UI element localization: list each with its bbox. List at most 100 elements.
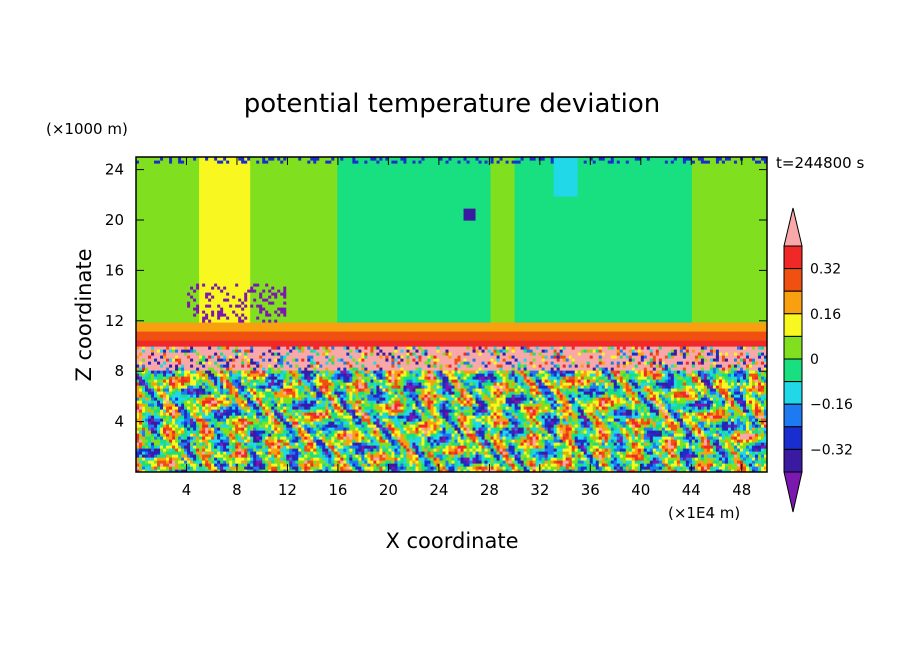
field-cell [388, 460, 393, 464]
field-cell [685, 454, 690, 458]
field-cell [538, 457, 543, 461]
field-cell [697, 463, 702, 467]
field-cell [580, 457, 585, 461]
field-cell [355, 460, 359, 464]
field-cell [295, 448, 299, 452]
field-cell [373, 469, 377, 472]
field-cell [331, 448, 335, 452]
field-cell [193, 469, 197, 472]
field-cell [628, 448, 633, 452]
field-cell [253, 466, 257, 470]
field-cell [409, 454, 414, 458]
field-cell [661, 457, 666, 461]
field-cell [712, 457, 717, 461]
field-cell [514, 448, 519, 452]
field-cell [706, 460, 711, 464]
field-cell [580, 460, 585, 464]
field-cell [526, 469, 531, 472]
field-cell [331, 463, 335, 467]
field-cell [475, 469, 480, 472]
field-cell [163, 463, 167, 467]
field-cell [199, 469, 203, 472]
field-cell [574, 448, 579, 452]
field-cell [310, 448, 314, 452]
field-cell [220, 445, 224, 449]
field-cell [319, 448, 323, 452]
field-cell [715, 463, 720, 467]
field-cell [727, 469, 732, 472]
field-cell [145, 448, 149, 452]
field-cell [592, 463, 597, 467]
field-cell [598, 463, 603, 467]
field-cell [598, 469, 603, 472]
field-cell [595, 469, 600, 472]
field-cell [655, 463, 660, 467]
field-cell [454, 469, 459, 472]
field-cell [604, 454, 609, 458]
field-cell [712, 466, 717, 470]
field-cell [532, 460, 537, 464]
field-cell [592, 454, 597, 458]
field-cell [166, 454, 170, 458]
field-cell [289, 454, 293, 458]
field-cell [157, 463, 161, 467]
field-cell [370, 454, 374, 458]
field-cell [187, 445, 191, 449]
field-cell [340, 454, 344, 458]
field-cell [523, 448, 528, 452]
field-cell [322, 451, 326, 455]
field-cell [379, 469, 383, 472]
field-cell [613, 451, 618, 455]
field-cell [187, 460, 191, 464]
field-cell [415, 466, 420, 470]
field-cell [586, 460, 591, 464]
field-cell [196, 460, 200, 464]
field-cell [706, 466, 711, 470]
field-cell [607, 454, 612, 458]
field-cell [559, 469, 564, 472]
field-cell [646, 448, 651, 452]
field-cell [685, 460, 690, 464]
field-cell [358, 466, 362, 470]
field-cell [592, 457, 597, 461]
field-cell [523, 463, 528, 467]
field-cell [202, 457, 206, 461]
field-cell [454, 454, 459, 458]
field-cell [277, 460, 281, 464]
field-cell [136, 451, 140, 455]
field-cell [574, 463, 579, 467]
field-cell [304, 460, 308, 464]
field-cell [241, 448, 245, 452]
field-cell [730, 466, 735, 470]
field-cell [535, 457, 540, 461]
field-cell [574, 454, 579, 458]
field-cell [676, 448, 681, 452]
field-cell [172, 469, 176, 472]
field-cell [751, 457, 756, 461]
field-cell [142, 451, 146, 455]
field-cell [268, 460, 272, 464]
field-cell [352, 457, 356, 461]
field-cell [370, 463, 374, 467]
field-cell [142, 463, 146, 467]
field-cell [565, 448, 570, 452]
field-cell [700, 460, 705, 464]
field-cell [331, 454, 335, 458]
field-cell [601, 457, 606, 461]
field-cell [172, 463, 176, 467]
field-cell [265, 463, 269, 467]
field-cell [706, 463, 711, 467]
field-cell [388, 463, 393, 467]
field-cell [160, 445, 164, 449]
field-cell [190, 460, 194, 464]
field-cell [376, 460, 380, 464]
field-cell [172, 445, 176, 449]
field-cell [412, 460, 417, 464]
field-cell [307, 469, 311, 472]
field-cell [643, 460, 648, 464]
field-cell [379, 460, 383, 464]
field-cell [700, 466, 705, 470]
field-cell [388, 448, 393, 452]
field-cell [478, 451, 483, 455]
field-cell [718, 457, 723, 461]
